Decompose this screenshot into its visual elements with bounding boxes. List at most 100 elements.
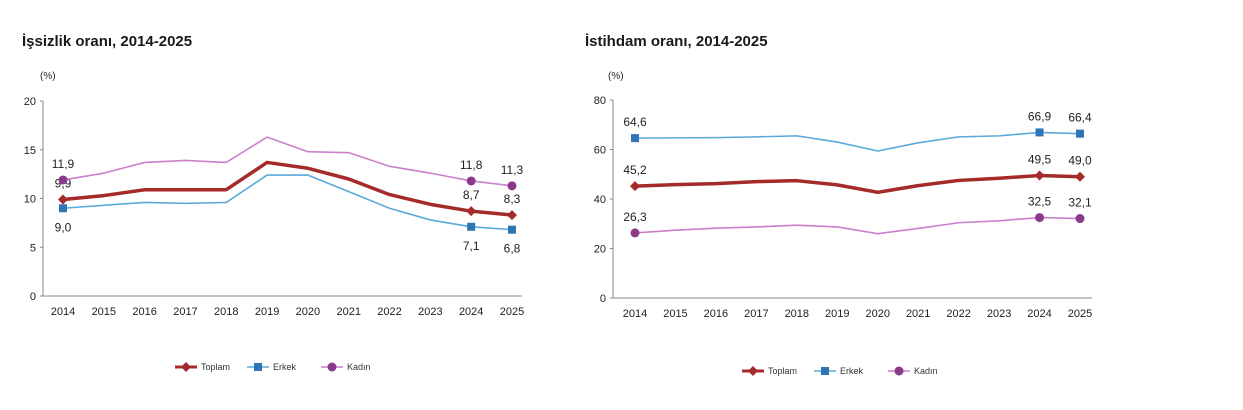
series-line-toplam [62, 160, 513, 217]
data-label: 49,5 [1028, 152, 1052, 166]
x-tick-label: 2018 [785, 308, 809, 320]
data-point-kadın [466, 176, 476, 186]
x-tick-label: 2018 [214, 306, 238, 318]
x-tick-label: 2016 [132, 306, 156, 318]
series-line-toplam [634, 173, 1081, 195]
data-label: 45,2 [623, 163, 647, 177]
data-point-kadın [58, 175, 68, 185]
data-label: 26,3 [623, 210, 647, 224]
x-tick-label: 2024 [459, 306, 483, 318]
series-line-kadın [634, 216, 1081, 235]
legend-item-erkek: Erkek [814, 366, 864, 376]
data-point-toplam [507, 210, 517, 221]
data-label: 7,1 [463, 239, 480, 253]
legend-label: Toplam [768, 366, 797, 376]
data-point-toplam [466, 206, 477, 217]
data-label: 66,4 [1068, 111, 1092, 125]
legend-marker [181, 362, 191, 372]
data-label: 64,6 [623, 115, 647, 129]
data-point-erkek [1076, 129, 1084, 138]
x-tick-label: 2014 [623, 308, 647, 320]
data-label: 6,8 [504, 242, 521, 256]
data-point-toplam [630, 181, 640, 192]
x-tick-label: 2020 [296, 306, 320, 318]
series-line-erkek [62, 174, 513, 231]
legend-marker [894, 366, 904, 376]
data-label: 32,5 [1028, 195, 1052, 209]
x-tick-label: 2015 [663, 308, 687, 320]
x-tick-label: 2025 [500, 306, 524, 318]
x-tick-label: 2014 [51, 306, 75, 318]
data-label: 32,1 [1068, 196, 1092, 210]
x-tick-label: 2017 [744, 308, 768, 320]
x-tick-label: 2017 [173, 306, 197, 318]
data-point-kadın [1075, 214, 1085, 224]
y-tick-label: 0 [600, 293, 606, 305]
y-tick-label: 0 [30, 291, 36, 303]
data-label: 11,3 [501, 163, 524, 177]
legend-label: Erkek [273, 362, 297, 372]
series-line-kadın [62, 136, 513, 187]
x-tick-label: 2025 [1068, 308, 1092, 320]
series-line-erkek [634, 131, 1081, 152]
legend-marker [821, 367, 829, 375]
legend-item-kadın: Kadın [888, 366, 938, 376]
data-point-kadın [630, 228, 640, 238]
legend-label: Kadın [347, 362, 371, 372]
x-tick-label: 2019 [255, 306, 279, 318]
data-point-erkek [467, 222, 476, 231]
x-tick-label: 2022 [377, 306, 401, 318]
y-tick-label: 20 [24, 96, 36, 108]
y-tick-label: 40 [594, 194, 606, 206]
y-tick-label: 60 [594, 145, 606, 157]
data-label: 8,3 [504, 192, 521, 206]
y-tick-label: 10 [24, 194, 36, 206]
x-tick-label: 2021 [906, 308, 930, 320]
data-label: 49,0 [1068, 154, 1092, 168]
data-label: 66,9 [1028, 109, 1052, 123]
chart-1: İşsizlik oranı, 2014-2025 (%) 0 5 10 15 20 2014… [22, 33, 524, 372]
x-tick-label: 2023 [418, 306, 442, 318]
legend-item-toplam: Toplam [742, 366, 797, 376]
x-tick-label: 2015 [92, 306, 116, 318]
y-tick-label: 15 [24, 145, 36, 157]
x-tick-label: 2021 [336, 306, 360, 318]
legend-label: Toplam [201, 362, 230, 372]
legend-item-toplam: Toplam [175, 362, 230, 372]
data-label: 8,7 [463, 188, 480, 202]
data-point-erkek [1035, 128, 1044, 137]
y-axis-unit: (%) [40, 71, 56, 82]
data-label: 11,8 [460, 158, 483, 172]
data-label: 9,0 [55, 220, 72, 234]
x-tick-label: 2022 [946, 308, 970, 320]
legend-label: Erkek [840, 366, 864, 376]
y-tick-label: 20 [594, 244, 606, 256]
y-tick-label: 80 [594, 95, 606, 107]
x-tick-label: 2023 [987, 308, 1011, 320]
x-tick-label: 2020 [865, 308, 889, 320]
data-point-toplam [58, 194, 68, 205]
x-tick-label: 2019 [825, 308, 849, 320]
legend-item-kadın: Kadın [321, 362, 371, 372]
x-tick-label: 2024 [1027, 308, 1051, 320]
legend-marker [327, 362, 337, 372]
data-point-erkek [59, 204, 67, 213]
chart-title: İşsizlik oranı, 2014-2025 [22, 33, 192, 50]
data-label: 11,9 [52, 157, 75, 171]
data-point-kadın [507, 181, 517, 191]
data-point-kadın [1035, 213, 1045, 223]
legend-marker [748, 366, 758, 376]
data-point-toplam [1075, 171, 1085, 182]
legend-item-erkek: Erkek [247, 362, 297, 372]
legend-label: Kadın [914, 366, 938, 376]
y-tick-label: 5 [30, 242, 36, 254]
chart-title: İstihdam oranı, 2014-2025 [585, 33, 768, 50]
x-tick-label: 2016 [704, 308, 728, 320]
data-point-erkek [508, 225, 516, 234]
y-axis-unit: (%) [608, 71, 624, 82]
data-point-toplam [1034, 170, 1045, 181]
data-point-erkek [631, 134, 639, 143]
legend-marker [254, 363, 262, 371]
chart-2: İstihdam oranı, 2014-2025 (%) 0 20 40 60 80 201… [585, 33, 1092, 376]
